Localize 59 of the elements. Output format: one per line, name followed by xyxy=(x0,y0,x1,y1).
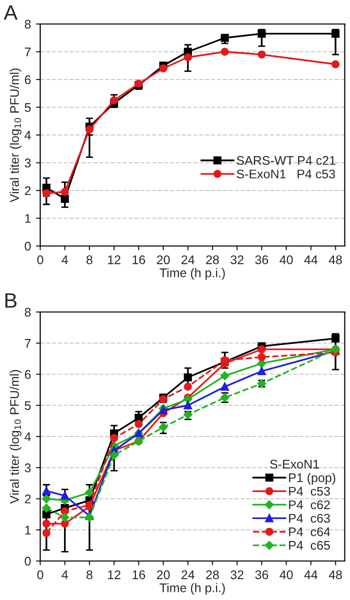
legend-label: S-ExoN1 P4 c53 xyxy=(236,170,335,178)
y-tick-label: 6 xyxy=(24,75,31,84)
y-tick-label: 1 xyxy=(25,214,31,223)
legend-label: P4 c65 xyxy=(289,540,330,550)
y-tick-label: 5 xyxy=(24,401,31,410)
text: B xyxy=(5,293,17,308)
x-tick-label: 16 xyxy=(132,255,146,264)
x-tick-label: 44 xyxy=(304,570,318,580)
x-tick-label: 48 xyxy=(328,570,342,580)
y-axis-title: Viral titer (log$_{10}$ PFU/ml) xyxy=(10,68,22,202)
x-tick-label: 16 xyxy=(132,570,146,580)
x-tick-label: 36 xyxy=(255,255,268,264)
x-tick-label: 20 xyxy=(156,570,170,580)
legend-label: P4 c64 xyxy=(289,527,330,536)
legend-label: P4 c53 xyxy=(289,486,330,496)
legend-label: SARS-WT P4 c21 xyxy=(236,156,336,165)
legend-title: S-ExoN1 xyxy=(270,460,319,469)
y-tick-label: 4 xyxy=(24,432,31,442)
y-tick-label: 0 xyxy=(24,242,31,251)
legend-label: P1 (pop) xyxy=(289,472,336,485)
text: A xyxy=(4,5,18,20)
x-tick-label: 0 xyxy=(37,570,44,580)
y-tick-label: 2 xyxy=(24,186,31,196)
y-tick-label: 4 xyxy=(24,130,31,140)
x-tick-label: 8 xyxy=(86,255,92,264)
y-tick-label: 7 xyxy=(24,339,31,348)
x-tick-label: 32 xyxy=(230,255,244,264)
x-tick-label: 28 xyxy=(206,570,219,580)
y-tick-label: 8 xyxy=(24,308,31,317)
x-tick-label: 4 xyxy=(62,570,68,580)
x-axis-title: Time (h p.i.) xyxy=(160,583,225,595)
x-tick-label: 44 xyxy=(304,255,318,264)
y-tick-label: 6 xyxy=(24,370,31,379)
x-tick-label: 24 xyxy=(182,570,194,580)
y-tick-label: 3 xyxy=(24,158,31,168)
y-tick-label: 2 xyxy=(24,494,31,504)
x-tick-label: 40 xyxy=(280,255,293,264)
y-tick-label: 0 xyxy=(24,556,31,566)
y-tick-label: 5 xyxy=(24,103,31,112)
y-tick-label: 3 xyxy=(24,463,31,472)
y-axis-title: Viral titer (log$_{10}$ PFU/ml) xyxy=(10,370,22,504)
x-tick-label: 8 xyxy=(86,570,92,580)
x-tick-label: 4 xyxy=(62,255,68,264)
x-axis-title: Time (h p.i.) xyxy=(160,268,225,280)
x-tick-label: 12 xyxy=(108,255,120,264)
x-tick-label: 48 xyxy=(328,255,342,264)
legend-label: P4 c63 xyxy=(289,514,330,523)
y-tick-label: 7 xyxy=(24,48,31,56)
legend-label: P4 c62 xyxy=(289,500,330,510)
x-tick-label: 0 xyxy=(37,255,44,264)
x-tick-label: 40 xyxy=(280,570,293,580)
x-tick-label: 28 xyxy=(206,255,219,264)
x-tick-label: 20 xyxy=(156,255,170,264)
x-tick-label: 12 xyxy=(108,570,120,580)
y-tick-label: 1 xyxy=(25,526,31,534)
x-tick-label: 32 xyxy=(230,570,244,580)
y-tick-label: 8 xyxy=(24,20,31,29)
x-tick-label: 24 xyxy=(182,255,194,264)
x-tick-label: 36 xyxy=(255,570,268,580)
